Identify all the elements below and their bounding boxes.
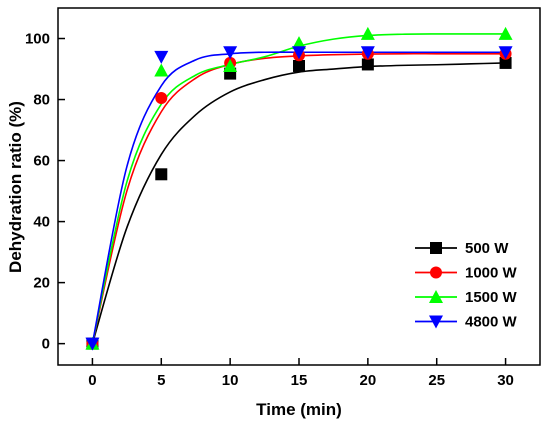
x-tick-label: 20 [360,372,377,389]
data-point [223,58,238,72]
fit-curves [91,33,506,344]
legend-entry: 500 W [415,240,509,257]
legend-marker [430,242,442,254]
legend-label: 1000 W [465,265,518,282]
data-point [154,63,169,77]
data-point [360,46,375,60]
x-tick-label: 0 [88,372,96,389]
legend: 500 W 1000 W 1500 W 4800 W [415,240,518,331]
x-tick-label: 15 [291,372,308,389]
data-points [85,26,513,351]
y-tick-label: 60 [33,153,50,170]
legend-marker [430,266,442,279]
legend-marker [429,290,443,303]
fit-curve-3 [91,51,506,344]
y-tick-label: 20 [33,275,50,292]
legend-entry: 4800 W [415,314,518,331]
data-point [155,168,168,181]
legend-entry: 1000 W [415,265,518,282]
x-tick-label: 5 [157,372,165,389]
x-axis-title: Time (min) [256,400,342,419]
legend-label: 500 W [465,240,509,257]
data-point [292,36,306,50]
legend-label: 1500 W [465,289,518,306]
legend-marker [429,315,443,329]
data-point [292,46,306,60]
data-point [154,50,169,64]
data-point [293,59,305,72]
fit-curve-1 [91,52,506,344]
axis-ticks: 0 5 10 15 20 25 30 0 20 40 60 80 100 [25,31,514,389]
x-tick-label: 25 [428,372,445,389]
y-axis-title: Dehydration ratio (%) [6,101,25,273]
data-point [361,58,374,71]
data-point [360,26,375,40]
y-tick-label: 0 [42,336,50,353]
y-tick-label: 100 [25,31,50,48]
data-point [498,46,513,60]
x-tick-label: 10 [222,372,239,389]
fit-curve-0 [91,62,506,344]
data-point [499,56,512,69]
data-point [223,46,238,60]
data-point [498,26,513,40]
legend-entry: 1500 W [415,289,518,306]
legend-label: 4800 W [465,314,518,331]
data-point [85,337,100,351]
x-tick-label: 30 [497,372,514,389]
fit-curve-2 [91,33,506,344]
data-point [155,92,168,105]
y-tick-label: 40 [33,214,50,231]
y-tick-label: 80 [33,92,50,109]
